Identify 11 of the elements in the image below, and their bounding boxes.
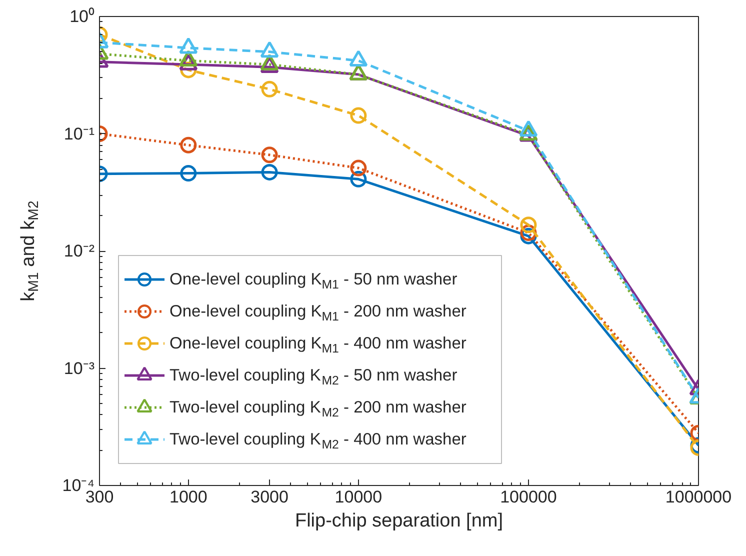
y-tick-label: 10⁻² [64, 242, 95, 260]
x-tick-label: 10000 [334, 488, 382, 506]
y-tick-label: 10⁻³ [64, 358, 95, 378]
y-axis-title: kM1 and kM2 [18, 200, 42, 302]
x-tick-label: 3000 [250, 488, 288, 506]
y-tick-label: 10⁰ [70, 7, 95, 26]
x-tick-label: 100000 [500, 488, 557, 506]
x-tick-label: 1000 [169, 488, 208, 506]
x-tick-label: 1000000 [665, 488, 732, 506]
x-axis-title: Flip-chip separation [nm] [294, 510, 504, 532]
y-tick-label: 10⁻¹ [64, 124, 95, 144]
